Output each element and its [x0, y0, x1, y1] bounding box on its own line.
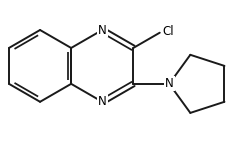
Text: N: N — [165, 77, 174, 90]
Text: N: N — [98, 95, 107, 108]
Text: N: N — [98, 24, 107, 36]
Text: Cl: Cl — [163, 25, 174, 38]
